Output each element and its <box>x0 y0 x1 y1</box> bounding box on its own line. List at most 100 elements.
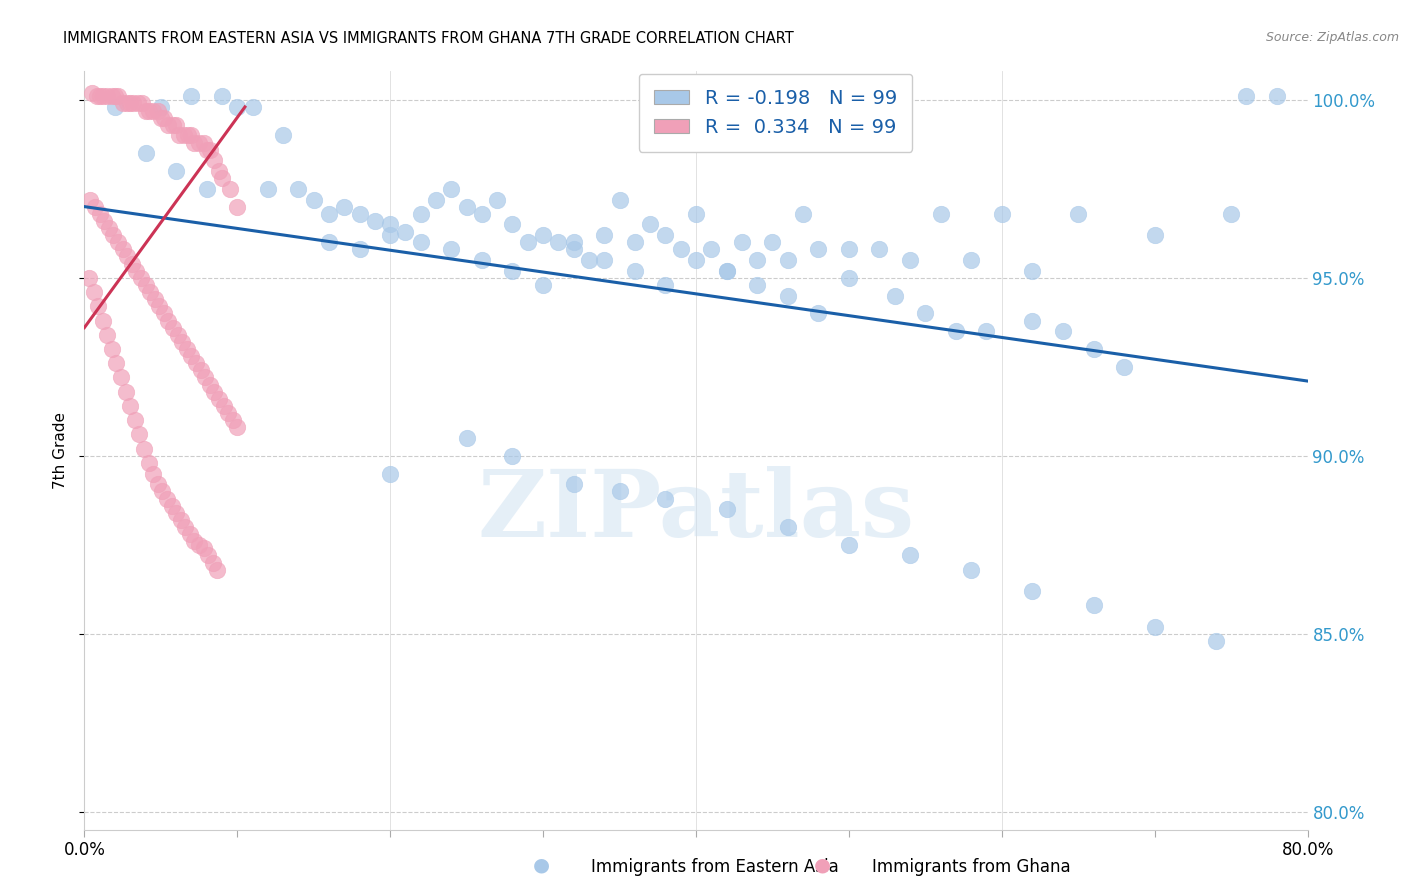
Point <box>156 491 179 506</box>
Point <box>761 235 783 250</box>
Point <box>194 370 217 384</box>
Point <box>562 235 585 250</box>
Legend: R = -0.198   N = 99, R =  0.334   N = 99: R = -0.198 N = 99, R = 0.334 N = 99 <box>638 73 912 153</box>
Point <box>153 306 176 320</box>
Point <box>516 235 538 250</box>
Point <box>173 128 195 143</box>
Point <box>960 563 983 577</box>
Point <box>624 235 647 250</box>
Point <box>302 193 325 207</box>
Point <box>898 549 921 563</box>
Point <box>142 467 165 481</box>
Point <box>148 299 170 313</box>
Point <box>716 263 738 277</box>
Point <box>212 399 235 413</box>
Point <box>96 89 118 103</box>
Point <box>394 225 416 239</box>
Point <box>333 200 356 214</box>
Point <box>609 193 631 207</box>
Point <box>201 556 224 570</box>
Point <box>976 324 998 338</box>
Point <box>162 118 184 132</box>
Point <box>183 534 205 549</box>
Point <box>838 538 860 552</box>
Point <box>221 413 243 427</box>
Point <box>91 89 114 103</box>
Point <box>547 235 569 250</box>
Point <box>79 193 101 207</box>
Point <box>838 270 860 285</box>
Point <box>101 342 124 356</box>
Point <box>127 96 149 111</box>
Point <box>198 143 221 157</box>
Point <box>149 100 172 114</box>
Point <box>132 442 155 456</box>
Point <box>125 263 148 277</box>
Point <box>638 218 661 232</box>
Point <box>104 89 127 103</box>
Text: Immigrants from Ghana: Immigrants from Ghana <box>872 858 1070 876</box>
Point <box>142 103 165 118</box>
Point <box>107 89 129 103</box>
Point <box>792 207 814 221</box>
Point <box>138 103 160 118</box>
Point <box>121 256 143 270</box>
Point <box>593 253 616 268</box>
Point <box>83 285 105 299</box>
Point <box>207 563 229 577</box>
Point <box>211 89 233 103</box>
Point <box>242 100 264 114</box>
Point <box>135 277 157 292</box>
Point <box>180 89 202 103</box>
Point <box>929 207 952 221</box>
Point <box>167 128 190 143</box>
Point <box>179 527 201 541</box>
Point <box>257 182 280 196</box>
Point <box>157 313 180 327</box>
Point <box>1083 599 1105 613</box>
Point <box>170 513 193 527</box>
Point <box>176 342 198 356</box>
Point <box>440 182 463 196</box>
Point <box>471 207 494 221</box>
Point <box>165 118 187 132</box>
Point <box>1052 324 1074 338</box>
Point <box>188 136 211 150</box>
Point <box>208 164 231 178</box>
Point <box>654 228 676 243</box>
Point <box>502 263 524 277</box>
Point <box>349 243 371 257</box>
Point <box>172 334 194 349</box>
Point <box>115 96 138 111</box>
Point <box>716 263 738 277</box>
Point <box>195 143 218 157</box>
Point <box>409 235 432 250</box>
Point <box>84 200 107 214</box>
Point <box>380 467 402 481</box>
Point <box>165 164 187 178</box>
Point <box>562 243 585 257</box>
Point <box>486 193 509 207</box>
Point <box>914 306 936 320</box>
Point <box>131 96 153 111</box>
Point <box>128 427 150 442</box>
Point <box>208 392 231 406</box>
Point <box>669 243 692 257</box>
Point <box>593 228 616 243</box>
Point <box>318 235 340 250</box>
Point <box>456 200 478 214</box>
Point <box>180 349 202 363</box>
Point <box>1205 633 1227 648</box>
Point <box>776 520 799 534</box>
Point <box>165 506 187 520</box>
Point <box>502 449 524 463</box>
Point <box>425 193 447 207</box>
Point <box>700 243 723 257</box>
Point <box>115 250 138 264</box>
Point <box>150 484 173 499</box>
Point <box>502 218 524 232</box>
Point <box>226 100 249 114</box>
Point <box>197 549 219 563</box>
Point <box>139 285 162 299</box>
Point <box>1021 313 1043 327</box>
